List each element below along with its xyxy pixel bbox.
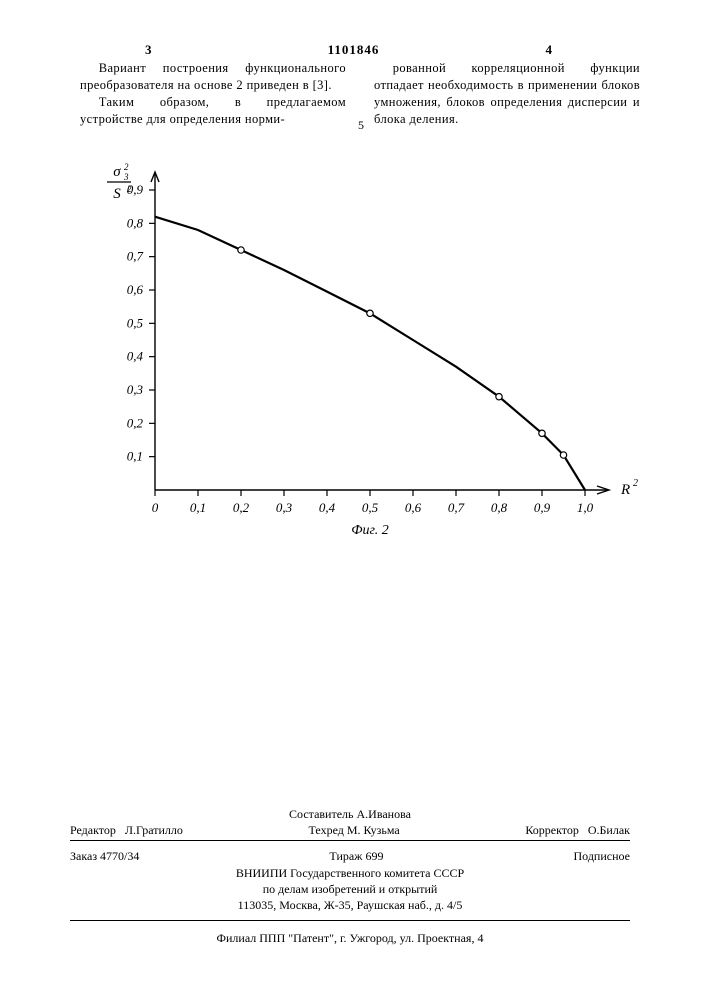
svg-text:0: 0 — [152, 500, 159, 515]
svg-text:0,3: 0,3 — [276, 500, 293, 515]
page-number-right: 4 — [546, 42, 553, 58]
tirazh: Тираж 699 — [329, 848, 383, 864]
figure-2-chart: 0 0,1 0,2 0,3 0,4 0,5 0,6 0,7 0,8 0,9 1,0 0,1 0,2 0,3… — [70, 160, 630, 540]
paragraph: Вариант построения функционального преоб… — [80, 60, 346, 94]
svg-text:0,1: 0,1 — [190, 500, 206, 515]
svg-text:0,3: 0,3 — [127, 382, 144, 397]
svg-text:1,0: 1,0 — [577, 500, 594, 515]
order-row: Заказ 4770/34 Тираж 699 Подписное — [70, 848, 630, 864]
svg-text:0,5: 0,5 — [362, 500, 379, 515]
svg-text:R: R — [620, 482, 630, 498]
svg-text:0,7: 0,7 — [448, 500, 465, 515]
svg-text:0,2: 0,2 — [127, 415, 144, 430]
svg-text:0,8: 0,8 — [127, 215, 144, 230]
svg-text:0,9: 0,9 — [534, 500, 551, 515]
svg-text:2: 2 — [124, 162, 129, 172]
svg-text:3: 3 — [123, 172, 129, 182]
document-number: 1101846 — [328, 42, 380, 58]
compiler-credit: Составитель А.Иванова — [70, 806, 630, 822]
svg-text:σ: σ — [113, 164, 121, 180]
paragraph: Таким образом, в предлагаемом устройстве… — [80, 94, 346, 128]
corrector: Корректор О.Билак — [525, 822, 630, 838]
svg-text:2: 2 — [633, 478, 638, 489]
svg-text:0,5: 0,5 — [127, 315, 144, 330]
credits-row: Редактор Л.Гратилло Техред М. Кузьма Кор… — [70, 822, 630, 838]
line-number: 5 — [358, 118, 364, 133]
divider — [70, 920, 630, 921]
svg-text:Фиг. 2: Фиг. 2 — [351, 523, 389, 538]
paragraph: рованной корреляционной функции отпадает… — [374, 60, 640, 128]
vniipi-block: ВНИИПИ Государственного комитета СССР по… — [70, 865, 630, 914]
subscription: Подписное — [574, 848, 631, 864]
order-number: Заказ 4770/34 — [70, 848, 139, 864]
svg-text:S: S — [113, 186, 121, 202]
svg-text:0,4: 0,4 — [127, 349, 144, 364]
svg-text:0,6: 0,6 — [405, 500, 422, 515]
svg-text:0,1: 0,1 — [127, 449, 143, 464]
page-number-left: 3 — [145, 42, 152, 58]
editor: Редактор Л.Гратилло — [70, 822, 183, 838]
svg-text:0,2: 0,2 — [233, 500, 250, 515]
svg-text:0,7: 0,7 — [127, 249, 144, 264]
techred: Техред М. Кузьма — [309, 822, 400, 838]
divider — [70, 840, 630, 841]
svg-text:0,4: 0,4 — [319, 500, 336, 515]
filial-line: Филиал ППП "Патент", г. Ужгород, ул. Про… — [70, 930, 630, 946]
svg-text:2: 2 — [127, 184, 132, 194]
svg-text:0,6: 0,6 — [127, 282, 144, 297]
svg-text:0,8: 0,8 — [491, 500, 508, 515]
